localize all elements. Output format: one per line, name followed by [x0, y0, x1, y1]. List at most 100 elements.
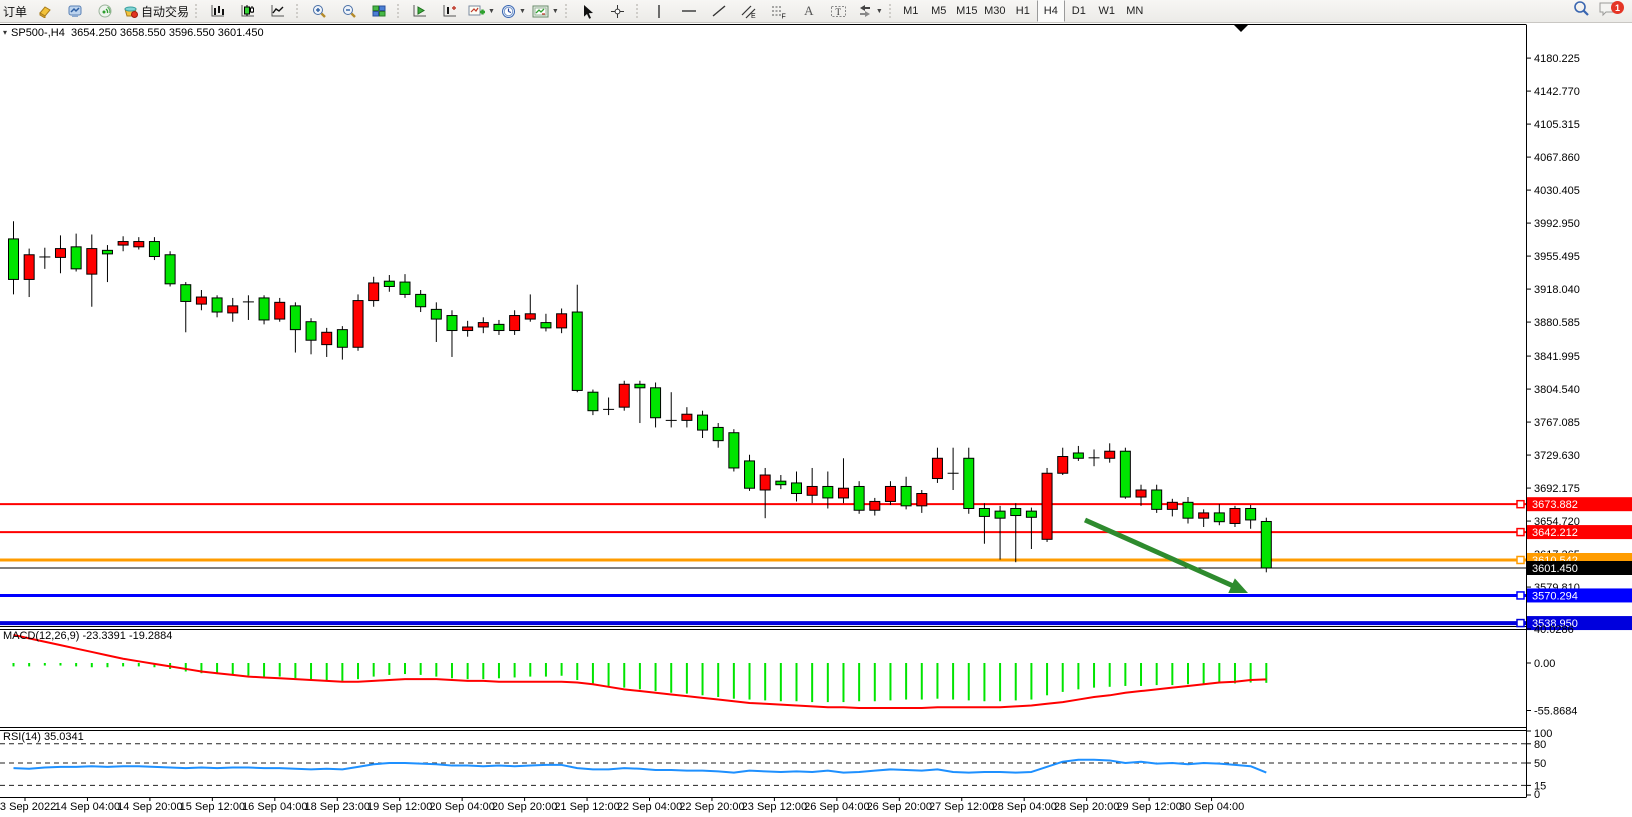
timeframe-button-h1[interactable]: H1: [1015, 5, 1030, 17]
svg-text:20 Sep 04:00: 20 Sep 04:00: [429, 801, 494, 813]
line-chart-icon: [270, 4, 286, 18]
timeframe-button-w1[interactable]: W1: [1098, 5, 1116, 17]
line-endpoint-marker[interactable]: [1516, 618, 1525, 628]
notification-badge[interactable]: 1: [1611, 1, 1624, 14]
trendline-tool-button[interactable]: [704, 0, 734, 22]
trendline-icon: [711, 4, 727, 18]
zoom-in-button[interactable]: [304, 0, 334, 22]
community-icon: [67, 4, 83, 18]
chart-canvas[interactable]: 4180.225 4142.770 4105.315 4067.860 4030.405…: [0, 22, 1632, 817]
new-chart-button[interactable]: ▼: [465, 0, 498, 22]
tile-windows-button[interactable]: [364, 0, 394, 22]
equidistant-channel-icon: E: [740, 4, 757, 19]
timeframe-button-m15[interactable]: M15: [956, 5, 978, 17]
candle: [1213, 512, 1225, 523]
svg-text:0.00: 0.00: [1534, 658, 1555, 670]
toolbar-group-handle: [888, 4, 894, 18]
chart-dropdown-icon[interactable]: ▾: [3, 28, 8, 37]
fibonacci-tool-button[interactable]: F: [764, 0, 794, 22]
line-endpoint-marker[interactable]: [1516, 555, 1525, 565]
community-icon-button[interactable]: [60, 0, 90, 22]
line-chart-mode-button[interactable]: [263, 0, 293, 22]
timeframe-button-mn[interactable]: MN: [1126, 5, 1144, 17]
candle: [1104, 450, 1116, 459]
timeframe-button-d1[interactable]: D1: [1071, 5, 1086, 17]
bar-chart-mode-button[interactable]: [203, 0, 233, 22]
candle: [352, 300, 364, 348]
line-endpoint-marker[interactable]: [1516, 591, 1525, 600]
svg-text:13 Sep 2022: 13 Sep 2022: [0, 801, 56, 813]
zoom-out-button[interactable]: [334, 0, 364, 22]
candle: [853, 485, 865, 511]
candle: [227, 305, 239, 314]
chart-shift-button[interactable]: [435, 0, 465, 22]
svg-text:22 Sep 20:00: 22 Sep 20:00: [679, 801, 744, 813]
candle: [195, 296, 207, 305]
candle: [571, 311, 583, 391]
candle: [415, 293, 427, 308]
timeframe-button-m30[interactable]: M30: [984, 5, 1006, 17]
line-endpoint-marker[interactable]: [1516, 527, 1525, 537]
candle: [509, 315, 521, 332]
horizontal-line-tool-button[interactable]: [674, 0, 704, 22]
svg-text:14 Sep 20:00: 14 Sep 20:00: [117, 801, 182, 813]
candle: [775, 480, 787, 486]
candle: [712, 426, 724, 442]
chevron-down-icon: ▼: [488, 7, 495, 15]
tile-windows-icon: [371, 4, 387, 18]
candle: [211, 297, 223, 313]
text-label-tool-button[interactable]: T: [824, 0, 854, 22]
svg-text:26 Sep 20:00: 26 Sep 20:00: [867, 801, 932, 813]
price-tag: [1527, 497, 1632, 512]
svg-text:29 Sep 12:00: 29 Sep 12:00: [1116, 801, 1181, 813]
profiles-button[interactable]: ▼: [498, 0, 529, 22]
vertical-line-tool-button[interactable]: [644, 0, 674, 22]
candlestick-mode-button[interactable]: [233, 0, 263, 22]
search-icon[interactable]: [1573, 0, 1590, 22]
candle: [744, 460, 756, 489]
new-order-button[interactable]: 订单: [0, 0, 30, 22]
timeframe-button-m1[interactable]: M1: [903, 5, 919, 17]
svg-text:4105.315: 4105.315: [1534, 119, 1580, 131]
candle: [697, 414, 709, 431]
text-label-icon: T: [830, 4, 847, 19]
svg-text:50: 50: [1534, 758, 1546, 770]
svg-text:27 Sep 12:00: 27 Sep 12:00: [929, 801, 994, 813]
svg-text:3673.882: 3673.882: [1532, 499, 1578, 511]
svg-text:20 Sep 20:00: 20 Sep 20:00: [492, 801, 557, 813]
timeframe-button-m5[interactable]: M5: [931, 5, 947, 17]
crosshair-tool-button[interactable]: [603, 0, 633, 22]
cursor-tool-button[interactable]: [573, 0, 603, 22]
candle: [1025, 510, 1037, 518]
candle: [634, 383, 646, 389]
new-chart-icon: [468, 4, 486, 19]
svg-text:22 Sep 04:00: 22 Sep 04:00: [617, 801, 682, 813]
candle: [180, 284, 192, 302]
svg-text:4142.770: 4142.770: [1534, 86, 1580, 98]
svg-text:3880.585: 3880.585: [1534, 317, 1580, 329]
text-tool-button[interactable]: A: [794, 0, 824, 22]
chart-symbol-period: SP500-,H4: [11, 27, 65, 39]
candle: [1182, 501, 1194, 519]
candle: [1135, 489, 1147, 498]
candle: [791, 482, 802, 495]
chart-properties-button[interactable]: ▼: [529, 0, 562, 22]
autotrade-icon: [123, 4, 139, 18]
timeframe-button-h4[interactable]: H4: [1036, 0, 1065, 22]
arrows-tool-button[interactable]: ▼: [854, 0, 886, 22]
arrow-line[interactable]: [1083, 517, 1242, 592]
candle: [524, 313, 536, 320]
candle: [305, 321, 317, 341]
signal-icon-button[interactable]: [90, 0, 120, 22]
line-endpoint-marker[interactable]: [1516, 499, 1525, 509]
candle: [884, 485, 896, 502]
candle: [274, 301, 286, 320]
toolbar-group-handle: [296, 4, 301, 18]
auto-scroll-button[interactable]: [405, 0, 435, 22]
svg-text:28 Sep 04:00: 28 Sep 04:00: [991, 801, 1056, 813]
candle: [1198, 512, 1210, 519]
autotrade-button[interactable]: 自动交易: [120, 0, 192, 22]
channel-tool-button[interactable]: E: [734, 0, 764, 22]
toolbar-group-handle: [397, 4, 402, 18]
gold-bar-icon-button[interactable]: [30, 0, 60, 22]
